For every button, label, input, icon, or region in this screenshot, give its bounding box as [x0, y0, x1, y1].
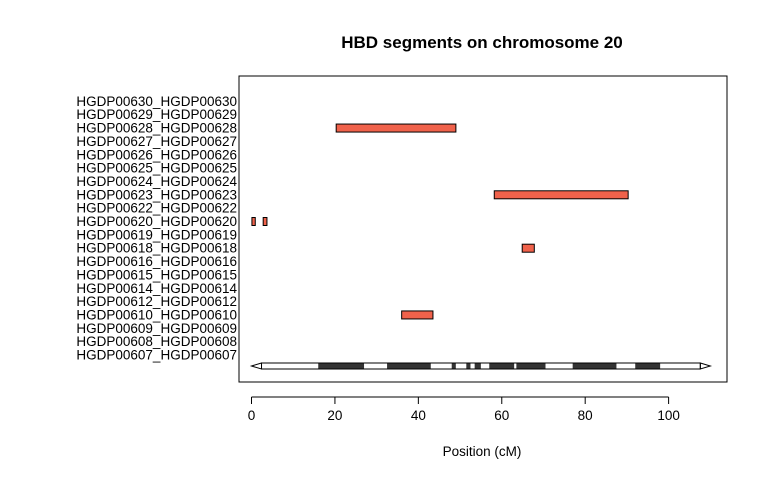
ideogram-band [545, 363, 573, 369]
ideogram-right-tip [699, 362, 713, 370]
ideogram-band [261, 363, 283, 369]
y-tick-label: HGDP00609_HGDP00609 [76, 321, 237, 336]
ideogram-band [387, 363, 431, 369]
x-tick-label: 20 [327, 408, 342, 423]
ideogram-band [451, 363, 456, 369]
ideogram-band [474, 363, 481, 369]
y-tick-label: HGDP00630_HGDP00630 [76, 94, 237, 109]
hbd-segment [251, 217, 256, 226]
hbd-segment [493, 190, 629, 200]
ideogram-band [660, 363, 694, 369]
ideogram-band [480, 363, 490, 369]
y-tick-label: HGDP00623_HGDP00623 [76, 187, 237, 202]
plot-frame [238, 75, 728, 383]
chart-title: HBD segments on chromosome 20 [341, 33, 623, 52]
hbd-segment [335, 123, 457, 133]
hbd-segment [521, 243, 535, 253]
y-tick-label: HGDP00629_HGDP00629 [76, 107, 237, 122]
y-axis-labels: HGDP00607_HGDP00607HGDP00608_HGDP00608HG… [76, 94, 237, 363]
ideogram-band [470, 363, 475, 369]
y-tick-label: HGDP00610_HGDP00610 [76, 307, 237, 322]
ideogram-left-tip [249, 362, 263, 370]
y-tick-label: HGDP00614_HGDP00614 [76, 281, 237, 296]
y-tick-label: HGDP00608_HGDP00608 [76, 334, 237, 349]
y-tick-label: HGDP00625_HGDP00625 [76, 161, 237, 176]
ideogram-band [572, 363, 617, 369]
x-axis: 0 20 40 60 80 100 [248, 396, 680, 423]
x-tick-label: 60 [494, 408, 509, 423]
x-axis-label: Position (cM) [443, 444, 522, 459]
y-tick-label: HGDP00618_HGDP00618 [76, 241, 237, 256]
hbd-segments [251, 123, 629, 320]
x-tick-label: 100 [657, 408, 680, 423]
ideogram-band [635, 363, 661, 369]
ideogram-band [693, 363, 701, 369]
y-tick-label: HGDP00628_HGDP00628 [76, 121, 237, 136]
y-tick-label: HGDP00612_HGDP00612 [76, 294, 237, 309]
ideogram-band [455, 363, 467, 369]
ideogram-band [466, 363, 471, 369]
ideogram-band [516, 363, 546, 369]
y-tick-label: HGDP00615_HGDP00615 [76, 267, 237, 282]
y-tick-label: HGDP00607_HGDP00607 [76, 348, 237, 363]
chromosome-ideogram [249, 362, 713, 370]
ideogram-band [430, 363, 452, 369]
ideogram-band [514, 363, 517, 369]
hbd-segment [262, 217, 268, 226]
ideogram-outline [261, 362, 701, 370]
y-tick-label: HGDP00622_HGDP00622 [76, 201, 237, 216]
y-tick-label: HGDP00616_HGDP00616 [76, 254, 237, 269]
y-tick-label: HGDP00619_HGDP00619 [76, 227, 237, 242]
ideogram-band [616, 363, 636, 369]
y-tick-label: HGDP00626_HGDP00626 [76, 147, 237, 162]
y-tick-label: HGDP00627_HGDP00627 [76, 134, 237, 149]
ideogram-band [282, 363, 319, 369]
y-tick-label: HGDP00624_HGDP00624 [76, 174, 237, 189]
ideogram-band [489, 363, 515, 369]
x-tick-label: 0 [248, 408, 256, 423]
ideogram-band [318, 363, 365, 369]
y-tick-label: HGDP00620_HGDP00620 [76, 214, 237, 229]
x-tick-label: 80 [578, 408, 593, 423]
hbd-segment [401, 310, 434, 320]
x-tick-label: 40 [411, 408, 426, 423]
ideogram-band [364, 363, 388, 369]
